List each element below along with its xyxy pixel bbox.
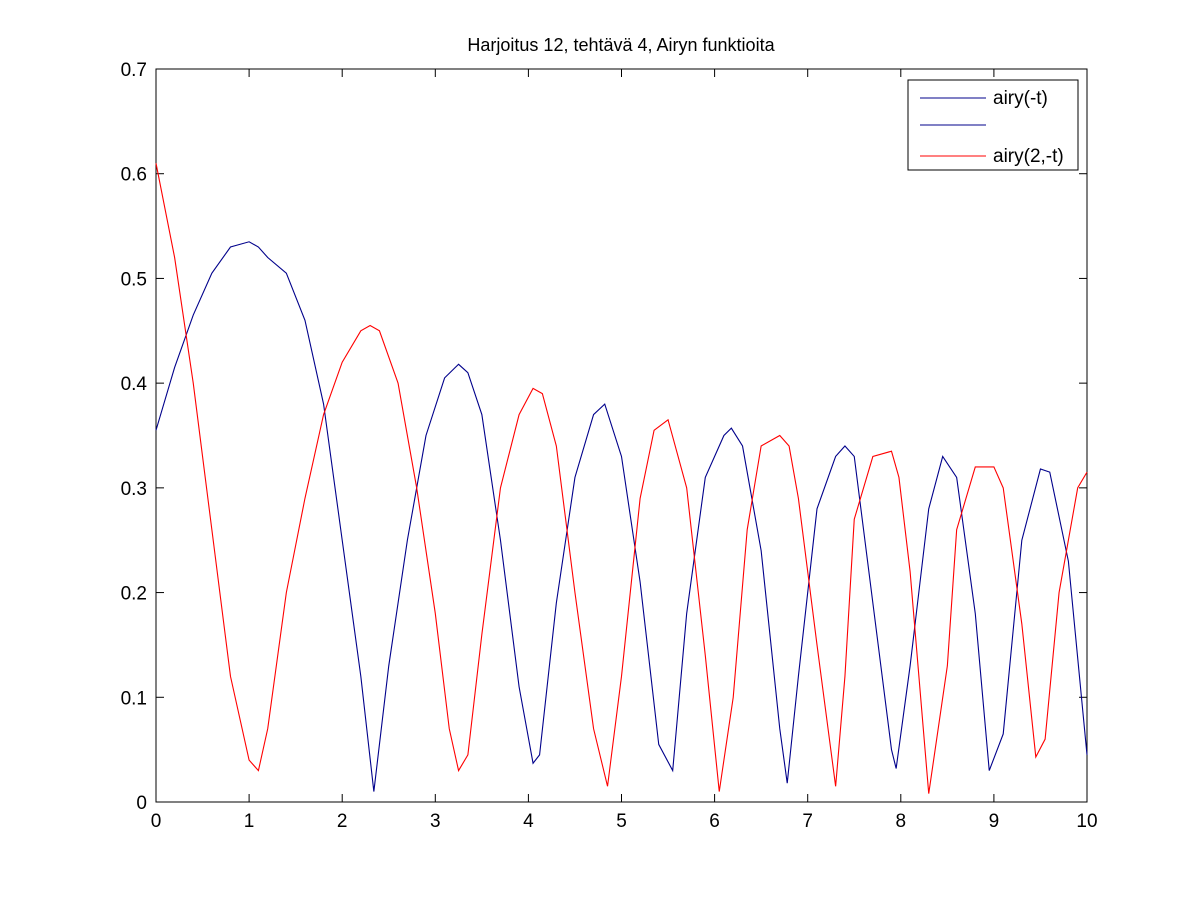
- y-tick-label: 0.2: [121, 584, 147, 605]
- x-tick-label: 3: [430, 811, 441, 832]
- legend-label: airy(-t): [993, 88, 1048, 109]
- y-tick-label: 0.4: [121, 374, 148, 395]
- axes-box: [155, 68, 1088, 803]
- x-tick-label: 9: [989, 811, 1000, 832]
- y-tick-label: 0: [136, 793, 147, 814]
- y-tick-label: 0.5: [121, 269, 147, 290]
- x-tick-label: 8: [896, 811, 907, 832]
- x-tick-label: 2: [337, 811, 348, 832]
- y-tick-label: 0.3: [121, 479, 147, 500]
- series-line-airy: [155, 241, 1088, 792]
- y-tick-label: 0.7: [121, 60, 147, 81]
- x-tick-label: 1: [244, 811, 255, 832]
- x-tick-label: 10: [1076, 811, 1097, 832]
- y-tick-label: 0.1: [121, 688, 147, 709]
- legend-label: airy(2,-t): [993, 146, 1064, 167]
- x-tick-label: 5: [616, 811, 627, 832]
- x-tick-label: 4: [523, 811, 534, 832]
- x-tick-label: 0: [151, 811, 162, 832]
- series-line-airy-derivative: [155, 163, 1088, 794]
- x-tick-label: 6: [709, 811, 720, 832]
- chart-title: Harjoitus 12, tehtävä 4, Airyn funktioit…: [467, 35, 775, 55]
- y-tick-label: 0.6: [121, 165, 147, 186]
- x-tick-label: 7: [802, 811, 813, 832]
